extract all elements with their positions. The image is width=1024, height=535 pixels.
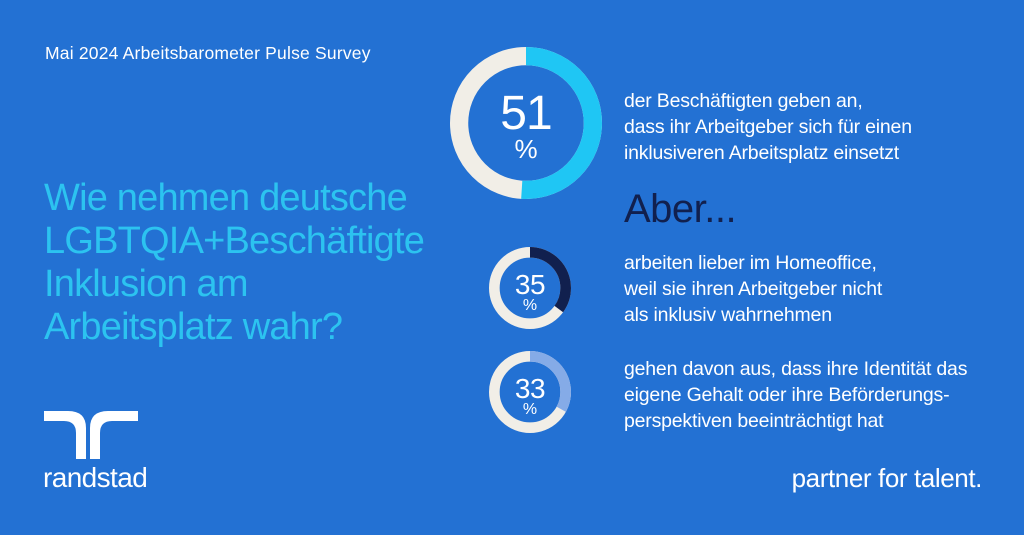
stat-33-line-1: gehen davon aus, dass ihre Identität das [624, 358, 968, 380]
donut-35-unit: % [522, 297, 538, 314]
headline-line-2: LGBTQIA+Beschäftigte [44, 220, 425, 262]
donut-33-value: 33 [514, 373, 546, 404]
donut-33-unit: % [522, 401, 538, 418]
donut-ring-35-icon [489, 247, 571, 329]
survey-title-label: Mai 2024 Arbeitsbarometer Pulse Survey [45, 43, 371, 63]
stat-51-line-3: inklusiveren Arbeitsplatz einsetzt [624, 142, 900, 164]
stat-33-line-2: eigene Gehalt oder ihre Beförderungs- [624, 384, 950, 406]
stat-description-35: arbeiten lieber im Homeoffice, weil sie … [624, 250, 882, 328]
randstad-logo-icon [44, 411, 138, 459]
donut-chart-33: 33 % [489, 351, 571, 433]
stat-description-51: der Beschäftigten geben an, dass ihr Arb… [624, 88, 912, 166]
donut-35-label: 35 % [489, 252, 571, 334]
donut-33-label: 33 % [489, 356, 571, 438]
donut-51-unit: % [514, 134, 538, 164]
aber-connector-text: Aber... [624, 187, 737, 231]
donut-chart-35: 35 % [489, 247, 571, 329]
headline-line-4: Arbeitsplatz wahr? [44, 306, 343, 348]
headline-line-3: Inklusion am [44, 263, 249, 305]
stat-35-line-1: arbeiten lieber im Homeoffice, [624, 252, 877, 274]
stat-description-33: gehen davon aus, dass ihre Identität das… [624, 356, 967, 434]
headline-line-1: Wie nehmen deutsche [44, 177, 408, 219]
donut-ring-33-icon [489, 351, 571, 433]
donut-51-label: 51 % [450, 52, 602, 204]
donut-35-value: 35 [514, 269, 546, 300]
headline: Wie nehmen deutsche LGBTQIA+Beschäftigte… [44, 177, 425, 349]
stat-51-line-2: dass ihr Arbeitgeber sich für einen [624, 116, 912, 138]
stat-51-line-1: der Beschäftigten geben an, [624, 90, 863, 112]
donut-51-value: 51 [500, 87, 552, 140]
stat-33-line-3: perspektiven beeinträchtigt hat [624, 410, 884, 432]
donut-chart-51: 51 % [450, 47, 602, 199]
donut-ring-51-icon [450, 47, 602, 199]
randstad-wordmark: randstad [43, 462, 148, 493]
stat-35-line-2: weil sie ihren Arbeitgeber nicht [624, 278, 883, 300]
stat-35-line-3: als inklusiv wahrnehmen [624, 304, 832, 326]
brand-tagline: partner for talent. [791, 463, 983, 493]
